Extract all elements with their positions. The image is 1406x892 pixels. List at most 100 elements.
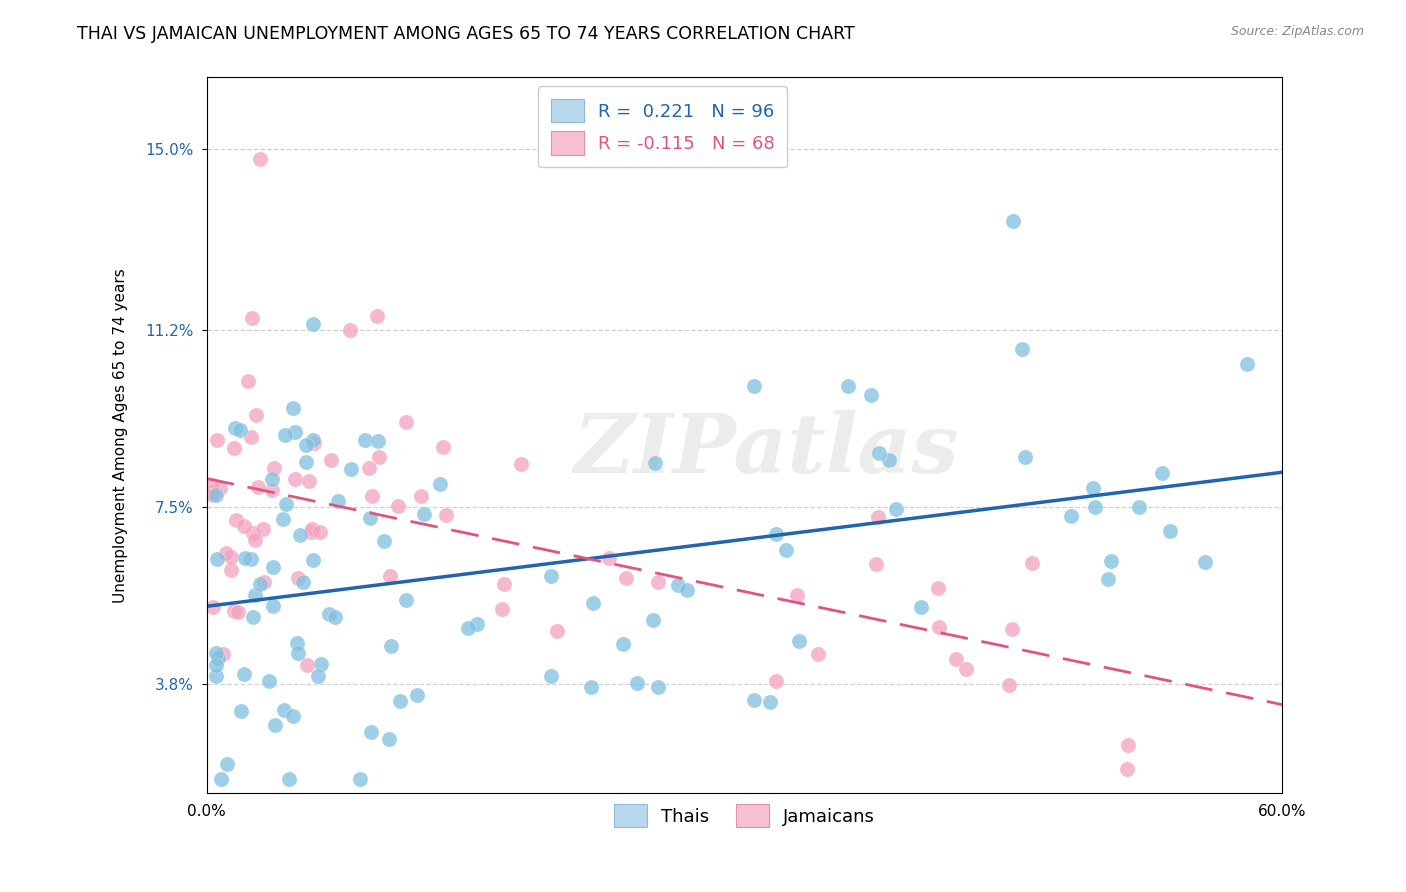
Point (1011, 343, 1033, 357)
Point (219, 550, 242, 565)
Point (201, 599, 224, 614)
Point (246, 480, 269, 494)
Point (998, 678, 1021, 692)
Point (647, 680, 669, 694)
Text: Source: ZipAtlas.com: Source: ZipAtlas.com (1230, 25, 1364, 38)
Point (229, 704, 252, 718)
Point (228, 423, 250, 437)
Point (361, 489, 384, 503)
Point (260, 483, 283, 497)
Point (204, 487, 226, 501)
Point (357, 460, 380, 475)
Point (219, 563, 242, 577)
Point (302, 553, 325, 567)
Point (868, 446, 890, 460)
Point (360, 725, 382, 739)
Point (318, 607, 340, 622)
Point (309, 657, 332, 671)
Point (641, 613, 664, 627)
Point (325, 609, 347, 624)
Point (945, 651, 967, 665)
Point (955, 661, 977, 675)
Point (288, 528, 311, 542)
Point (1097, 572, 1119, 586)
Point (262, 599, 284, 613)
Point (1001, 622, 1024, 636)
Point (786, 588, 808, 602)
Point (242, 610, 264, 624)
Point (405, 689, 427, 703)
Point (274, 428, 297, 442)
Point (579, 681, 602, 695)
Point (807, 647, 830, 661)
Point (349, 772, 371, 786)
Point (281, 401, 304, 415)
Point (626, 675, 648, 690)
Point (742, 693, 765, 707)
Point (319, 453, 342, 467)
Point (233, 666, 256, 681)
Point (264, 717, 287, 731)
Point (465, 616, 488, 631)
Point (644, 456, 666, 470)
Point (865, 557, 887, 571)
Point (373, 534, 395, 549)
Point (271, 512, 294, 526)
Point (378, 569, 401, 583)
Point (1116, 738, 1139, 752)
Point (226, 605, 249, 619)
Point (207, 650, 229, 665)
Point (1128, 500, 1150, 515)
Point (436, 508, 458, 522)
Point (222, 603, 245, 617)
Point (928, 620, 950, 634)
Point (359, 511, 381, 525)
Point (837, 378, 859, 392)
Point (775, 542, 797, 557)
Point (257, 673, 280, 688)
Point (395, 593, 418, 607)
Point (260, 472, 283, 486)
Point (884, 501, 907, 516)
Point (276, 497, 298, 511)
Point (295, 657, 318, 672)
Point (249, 576, 271, 591)
Point (307, 669, 329, 683)
Point (411, 489, 433, 503)
Point (510, 457, 533, 471)
Point (281, 709, 304, 723)
Point (546, 624, 568, 638)
Point (1083, 481, 1105, 495)
Point (765, 527, 787, 541)
Point (1150, 466, 1173, 480)
Point (1014, 450, 1036, 465)
Point (204, 646, 226, 660)
Point (205, 433, 228, 447)
Point (201, 478, 224, 492)
Point (614, 571, 637, 585)
Point (285, 635, 308, 649)
Point (868, 509, 890, 524)
Point (302, 436, 325, 450)
Point (253, 575, 276, 590)
Point (378, 732, 401, 747)
Point (1194, 555, 1216, 569)
Point (205, 669, 228, 683)
Point (287, 572, 309, 586)
Point (208, 481, 231, 495)
Point (1059, 509, 1081, 524)
Point (1236, 357, 1258, 371)
Point (309, 524, 332, 539)
Point (263, 460, 285, 475)
Point (1002, 213, 1025, 227)
Point (299, 525, 322, 540)
Point (759, 695, 782, 709)
Point (204, 657, 226, 672)
Point (1115, 763, 1137, 777)
Point (278, 772, 301, 786)
Point (233, 550, 256, 565)
Text: ZIPatlas: ZIPatlas (574, 409, 959, 490)
Point (215, 546, 238, 560)
Point (207, 552, 229, 566)
Point (209, 772, 232, 786)
